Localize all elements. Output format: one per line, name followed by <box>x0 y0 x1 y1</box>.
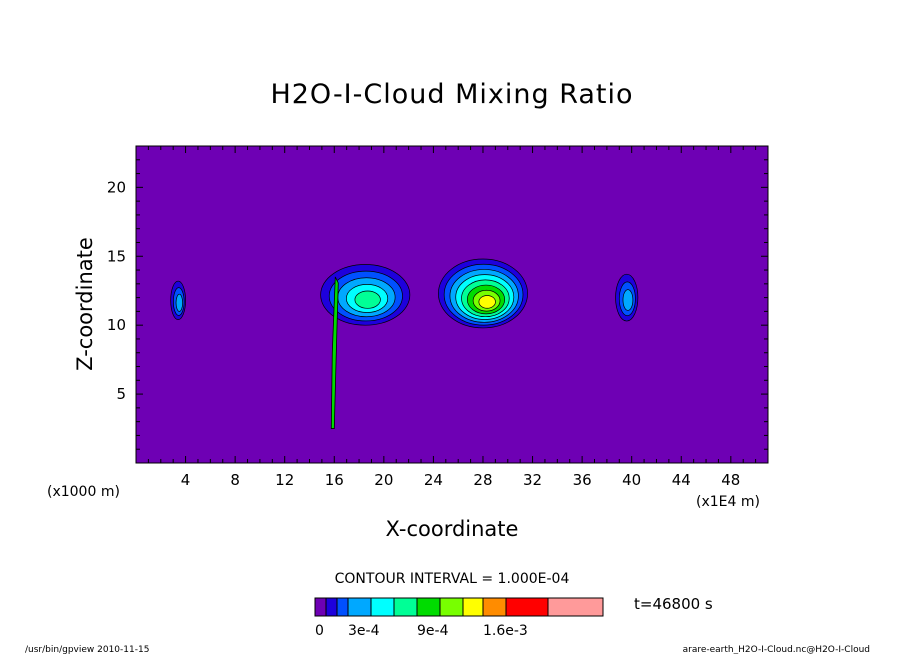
time-label: t=46800 s <box>634 595 713 613</box>
x-tick-label: 28 <box>473 471 492 489</box>
y-unit-label: (x1000 m) <box>47 484 120 500</box>
axis-ticks <box>136 146 768 463</box>
cloud-x3 <box>170 280 186 321</box>
colorbar-swatch <box>325 597 338 617</box>
colorbar-swatch <box>439 597 464 617</box>
contour-interval-label: CONTOUR INTERVAL = 1.000E-04 <box>335 571 570 587</box>
colorbar-swatch <box>482 597 507 617</box>
colorbar-swatch <box>314 597 327 617</box>
colorbar-swatch <box>336 597 349 617</box>
x-tick-label: 4 <box>181 471 191 489</box>
colorbar-swatch <box>505 597 549 617</box>
colorbar <box>314 597 604 617</box>
updraft-column-x16 <box>330 276 339 429</box>
x-unit-label: (x1E4 m) <box>696 494 760 510</box>
x-tick-label: 16 <box>325 471 344 489</box>
y-tick-label: 10 <box>107 316 126 334</box>
cloud-x28 <box>438 258 528 329</box>
x-axis-title: X-coordinate <box>386 517 519 541</box>
contour-features <box>170 258 639 429</box>
x-tick-label: 40 <box>622 471 641 489</box>
colorbar-swatch <box>347 597 372 617</box>
colorbar-swatch <box>370 597 395 617</box>
updraft-column-x16-core <box>330 276 339 429</box>
y-tick-label: 15 <box>107 247 126 265</box>
x-tick-label: 8 <box>230 471 240 489</box>
cloud-x3-level-3 <box>175 293 183 312</box>
x-tick-label: 12 <box>275 471 294 489</box>
y-axis-title: Z-coordinate <box>73 237 97 371</box>
footer-left: /usr/bin/gpview 2010-11-15 <box>25 645 149 654</box>
colorbar-label: 9e-4 <box>417 623 449 639</box>
x-tick-label: 36 <box>573 471 592 489</box>
x-tick-label: 20 <box>374 471 393 489</box>
cloud-x18 <box>320 264 411 326</box>
colorbar-swatch <box>416 597 441 617</box>
x-tick-label: 48 <box>721 471 740 489</box>
chart-title: H2O-I-Cloud Mixing Ratio <box>270 79 633 110</box>
x-tick-labels: 4 8 12 16 20 24 28 32 36 40 44 48 <box>181 471 741 489</box>
colorbar-label: 3e-4 <box>348 623 380 639</box>
colorbar-swatch <box>547 597 604 617</box>
cloud-x39 <box>615 273 639 322</box>
x-tick-label: 24 <box>424 471 443 489</box>
y-tick-labels: 5 10 15 20 <box>107 178 126 403</box>
colorbar-label: 1.6e-3 <box>483 623 528 639</box>
colorbar-swatch <box>393 597 418 617</box>
colorbar-swatch <box>462 597 484 617</box>
colorbar-label: 0 <box>315 623 324 639</box>
x-tick-label: 44 <box>672 471 691 489</box>
cloud-x39-level-3 <box>622 289 634 311</box>
cloud-x18-level-5 <box>354 290 381 309</box>
y-tick-label: 5 <box>116 385 126 403</box>
colorbar-labels: 0 3e-4 9e-4 1.6e-3 <box>315 623 528 639</box>
footer-right: arare-earth_H2O-I-Cloud.nc@H2O-I-Cloud <box>683 645 870 654</box>
cloud-x28-level-8 <box>478 295 496 309</box>
x-tick-label: 32 <box>523 471 542 489</box>
y-tick-label: 20 <box>107 178 126 196</box>
